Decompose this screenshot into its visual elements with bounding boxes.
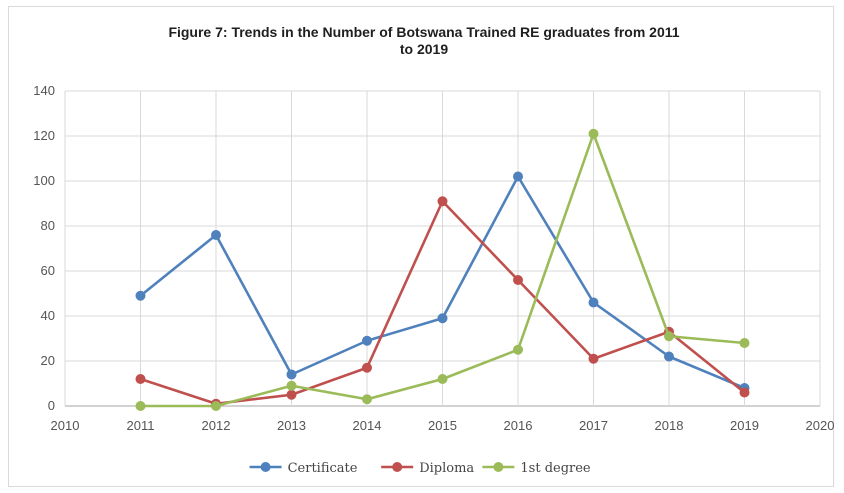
data-point-certificate: [135, 290, 146, 301]
y-tick-label: 40: [41, 308, 55, 323]
gridlines: [64, 90, 821, 407]
x-tick-label: 2013: [277, 418, 306, 433]
x-tick-label: 2017: [579, 418, 608, 433]
legend-swatch-marker: [392, 462, 403, 472]
series-1st-degree: [135, 128, 750, 411]
series-diploma: [135, 196, 750, 409]
x-tick-label: 2014: [353, 418, 382, 433]
x-tick-label: 2011: [127, 418, 155, 433]
chart-title-line-1: Figure 7: Trends in the Number of Botswa…: [168, 24, 679, 40]
x-tick-label: 2016: [504, 418, 533, 433]
x-tick-label: 2015: [428, 418, 457, 433]
legend-item-certificate: Certificate: [249, 461, 358, 476]
x-tick-label: 2019: [730, 418, 759, 433]
data-point-1st-degree: [664, 331, 674, 342]
data-point-certificate: [286, 369, 297, 380]
legend-item-1st-degree: 1st degree: [482, 461, 591, 476]
y-axis-ticks: 0 20 40 60 80 100 120 140: [33, 83, 55, 413]
x-axis-ticks: 2010 2011 2012 2013 2014 2015 2016 2017 2018 2019…: [51, 418, 835, 433]
data-point-1st-degree: [437, 374, 448, 384]
y-tick-label: 140: [33, 83, 55, 98]
series-lines: [135, 128, 750, 411]
x-tick-label: 2012: [202, 418, 231, 433]
legend-label: Diploma: [419, 461, 474, 476]
chart-title-line-2: to 2019: [400, 41, 448, 57]
legend-swatch-marker: [493, 462, 504, 472]
data-point-1st-degree: [362, 394, 372, 405]
data-point-diploma: [362, 362, 372, 373]
chart-title: Figure 7: Trends in the Number of Botswa…: [168, 24, 679, 57]
y-tick-label: 20: [41, 353, 55, 368]
data-point-diploma: [588, 353, 599, 364]
data-point-1st-degree: [588, 128, 599, 139]
data-point-diploma: [286, 389, 297, 400]
data-point-certificate: [437, 313, 448, 324]
data-point-certificate: [664, 351, 674, 362]
legend-label: Certificate: [288, 461, 358, 476]
legend-item-diploma: Diploma: [381, 461, 474, 476]
y-tick-label: 60: [41, 263, 55, 278]
x-tick-label: 2020: [806, 418, 835, 433]
data-point-diploma: [739, 387, 750, 398]
data-point-certificate: [513, 171, 523, 182]
legend-swatch-marker: [260, 462, 271, 472]
data-point-certificate: [588, 297, 599, 308]
data-point-1st-degree: [211, 401, 221, 411]
y-tick-label: 100: [33, 173, 55, 188]
data-point-diploma: [513, 275, 523, 285]
data-point-certificate: [362, 335, 372, 346]
data-point-certificate: [211, 230, 221, 240]
data-point-1st-degree: [286, 380, 297, 391]
y-tick-label: 80: [41, 218, 55, 233]
x-tick-label: 2010: [51, 418, 80, 433]
data-point-1st-degree: [135, 401, 146, 411]
data-point-1st-degree: [513, 344, 523, 355]
y-tick-label: 120: [33, 128, 55, 143]
y-tick-label: 0: [48, 398, 55, 413]
x-tick-label: 2018: [655, 418, 684, 433]
data-point-diploma: [437, 196, 448, 207]
data-point-diploma: [135, 374, 146, 384]
legend-label: 1st degree: [520, 461, 591, 476]
legend: Certificate Diploma 1st degree: [249, 461, 591, 476]
data-point-1st-degree: [739, 338, 750, 348]
